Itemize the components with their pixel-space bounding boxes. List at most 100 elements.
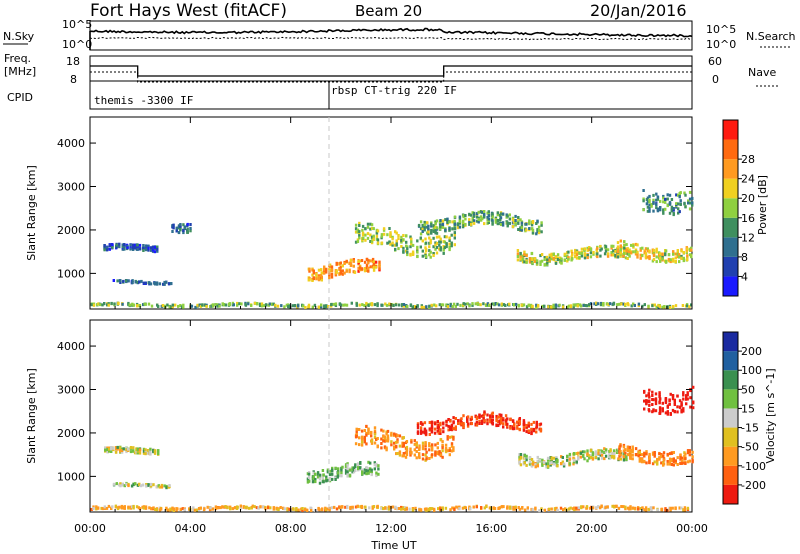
power-echo-cell <box>664 249 668 253</box>
power-echo-cell <box>685 304 689 308</box>
velocity-echo-cell <box>684 457 687 461</box>
power-echo-cell <box>312 276 315 280</box>
velocity-echo-cell <box>439 507 442 511</box>
power-echo-cell <box>688 305 691 309</box>
velocity-echo-cell <box>431 445 434 449</box>
velocity-echo-cell <box>165 486 168 490</box>
velocity-echo-cell <box>478 422 481 425</box>
power-echo-cell <box>522 303 526 307</box>
power-echo-cell <box>125 279 128 283</box>
velocity-echo-cell <box>591 506 595 510</box>
power-echo-cell <box>442 251 445 255</box>
power-echo-cell <box>477 210 480 214</box>
velocity-echo-cell <box>658 393 661 397</box>
cpid-segment-1-label: themis -3300 IF <box>94 94 193 107</box>
power-echo-cell <box>677 193 680 197</box>
velocity-echo-cell <box>575 460 578 464</box>
power-echo-cell <box>550 255 553 259</box>
velocity-echo-cell <box>454 427 457 430</box>
power-echo-cell <box>453 243 456 247</box>
power-echo-cell <box>258 302 262 306</box>
velocity-echo-cell <box>118 505 121 509</box>
velocity-echo-cell <box>297 508 300 512</box>
velocity-echo-cell <box>564 507 567 511</box>
velocity-echo-cell <box>679 455 682 459</box>
velocity-echo-cell <box>360 440 364 444</box>
velocity-echo-cell <box>644 508 648 512</box>
velocity-echo-cell <box>622 505 625 509</box>
power-echo-cell <box>475 215 479 219</box>
velocity-echo-cell <box>355 433 358 436</box>
velocity-colorbar-frame <box>722 331 739 505</box>
velocity-echo-cell <box>493 507 497 510</box>
velocity-echo-cell <box>403 507 407 511</box>
power-echo-cell <box>147 244 150 248</box>
power-echo-cell <box>655 206 658 210</box>
power-echo-cell <box>528 260 532 264</box>
velocity-echo-cell <box>491 415 494 419</box>
power-y-tick-label: 2000 <box>57 224 85 237</box>
power-echo-cell <box>131 302 134 306</box>
velocity-echo-cell <box>668 399 671 403</box>
power-echo-cell <box>291 304 295 308</box>
velocity-echo-cell <box>599 450 602 454</box>
velocity-echo-cell <box>335 507 339 511</box>
power-echo-cell <box>624 251 628 255</box>
power-echo-cell <box>442 248 445 252</box>
power-echo-cell <box>657 303 660 307</box>
power-echo-cell <box>156 245 159 249</box>
power-echo-cell <box>677 202 680 206</box>
power-echo-cell <box>579 304 583 308</box>
velocity-echo-cell <box>604 506 607 510</box>
power-echo-cell <box>466 302 469 306</box>
x-tick-label: 12:00 <box>375 522 407 535</box>
power-colorbar-label: 28 <box>741 153 755 166</box>
power-echo-cell <box>520 228 524 232</box>
power-echo-cell <box>501 223 505 227</box>
velocity-echo-cell <box>181 507 184 511</box>
velocity-echo-cell <box>351 466 354 470</box>
velocity-echo-cell <box>609 456 612 460</box>
power-echo-cell <box>144 244 148 248</box>
power-echo-cell <box>548 253 551 257</box>
velocity-echo-cell <box>634 447 638 451</box>
power-echo-cell <box>338 267 341 271</box>
power-colorbar-label: 8 <box>741 251 748 264</box>
power-echo-cell <box>419 227 423 231</box>
velocity-echo-cell <box>444 450 448 454</box>
power-echo-cell <box>459 303 462 307</box>
power-echo-cell <box>376 302 379 306</box>
power-echo-cell <box>537 231 541 235</box>
velocity-echo-cell <box>239 504 242 508</box>
power-echo-cell <box>110 301 113 305</box>
power-echo-cell <box>566 259 569 263</box>
power-echo-cell <box>678 253 681 257</box>
power-echo-cell <box>372 268 376 272</box>
power-echo-cell <box>438 227 442 231</box>
velocity-echo-cell <box>462 425 465 429</box>
velocity-echo-cell <box>625 455 628 459</box>
power-echo-cell <box>589 302 593 306</box>
power-echo-cell <box>536 304 540 307</box>
velocity-echo-cell <box>334 466 337 470</box>
velocity-echo-cell <box>500 418 503 422</box>
velocity-echo-cell <box>172 507 175 511</box>
velocity-echo-cell <box>387 505 391 509</box>
velocity-echo-cell <box>393 447 396 451</box>
velocity-echo-cell <box>146 449 150 452</box>
velocity-echo-cell <box>418 444 421 448</box>
power-echo-cell <box>315 275 318 279</box>
velocity-echo-cell <box>334 478 337 481</box>
power-echo-cell <box>105 246 109 250</box>
velocity-echo-cell <box>678 506 681 510</box>
power-echo-cell <box>357 260 360 263</box>
velocity-echo-cell <box>449 419 452 423</box>
power-echo-cell <box>365 263 369 267</box>
power-echo-cell <box>646 255 649 259</box>
power-echo-cell <box>435 235 439 239</box>
x-tick-label: 08:00 <box>275 522 307 535</box>
velocity-echo-cell <box>652 506 655 510</box>
power-echo-cell <box>475 212 479 216</box>
power-echo-cell <box>364 238 367 242</box>
